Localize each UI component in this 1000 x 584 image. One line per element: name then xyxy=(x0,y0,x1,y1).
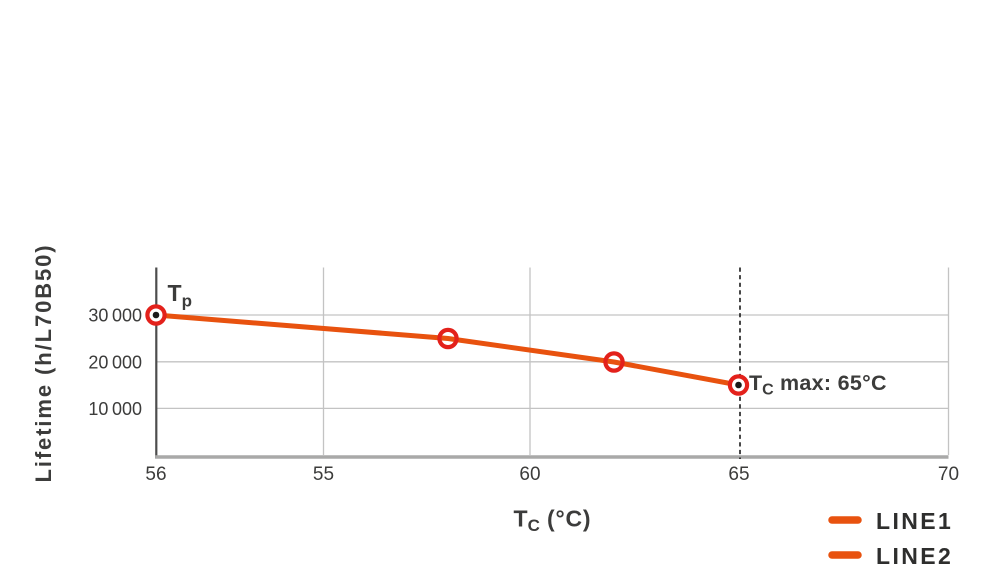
svg-text:LINE1: LINE1 xyxy=(876,508,953,534)
svg-text:LINE2: LINE2 xyxy=(876,543,953,569)
svg-text:55: 55 xyxy=(313,464,334,485)
svg-text:20 000: 20 000 xyxy=(88,352,142,372)
svg-text:10 000: 10 000 xyxy=(88,399,142,419)
svg-text:65: 65 xyxy=(728,464,749,485)
svg-text:TC (°C): TC (°C) xyxy=(514,506,592,536)
svg-text:30 000: 30 000 xyxy=(88,306,142,326)
svg-text:TC max: 65°C: TC max: 65°C xyxy=(749,371,887,399)
svg-text:60: 60 xyxy=(519,464,540,485)
svg-text:Lifetime (h/L70B50): Lifetime (h/L70B50) xyxy=(31,243,56,482)
svg-text:56: 56 xyxy=(145,464,166,485)
svg-text:70: 70 xyxy=(938,464,959,485)
